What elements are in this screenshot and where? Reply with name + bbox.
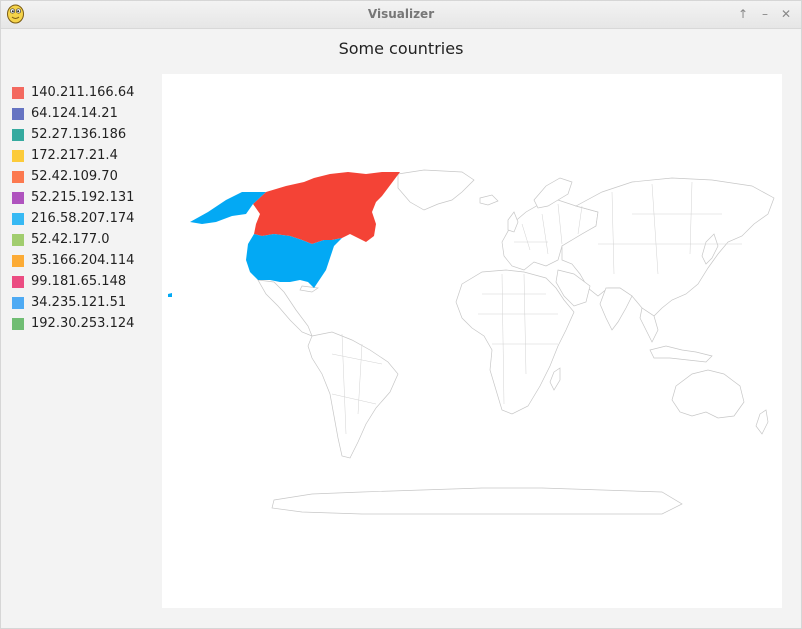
central-america	[257, 279, 313, 337]
asia	[561, 177, 775, 317]
legend-item[interactable]: 34.235.121.51	[12, 292, 158, 313]
legend-label: 35.166.204.114	[31, 253, 135, 268]
legend-swatch	[12, 275, 24, 288]
south-america-borders	[331, 333, 383, 435]
country-united-states[interactable]	[246, 234, 342, 288]
world-map-panel[interactable]	[162, 74, 782, 608]
legend-label: 192.30.253.124	[31, 316, 135, 331]
legend-swatch	[12, 191, 24, 204]
legend-swatch	[12, 170, 24, 183]
legend-swatch	[12, 128, 24, 141]
country-united-states-hawaii[interactable]	[168, 293, 172, 297]
world-map	[168, 169, 775, 515]
legend-swatch	[12, 233, 24, 246]
country-canada[interactable]	[253, 172, 400, 244]
australia	[671, 369, 745, 419]
iceland	[479, 194, 499, 206]
japan	[701, 233, 719, 265]
greenland	[397, 169, 475, 211]
south-america	[307, 331, 399, 459]
legend-label: 172.217.21.4	[31, 148, 118, 163]
legend-label: 52.42.109.70	[31, 169, 118, 184]
legend-label: 34.235.121.51	[31, 295, 127, 310]
indonesia	[649, 345, 713, 363]
maximize-button[interactable]: ↑	[737, 7, 749, 21]
window-title: Visualizer	[367, 7, 435, 21]
legend-label: 99.181.65.148	[31, 274, 127, 289]
legend-swatch	[12, 317, 24, 330]
legend-swatch	[12, 86, 24, 99]
united-kingdom	[507, 211, 519, 233]
legend-label: 140.211.166.64	[31, 85, 135, 100]
legend-item[interactable]: 52.215.192.131	[12, 187, 158, 208]
python-logo-icon	[7, 4, 24, 24]
legend-item[interactable]: 216.58.207.174	[12, 208, 158, 229]
legend-label: 52.42.177.0	[31, 232, 110, 247]
asia-borders	[598, 181, 742, 275]
southeast-asia	[639, 307, 659, 343]
legend-swatch	[12, 107, 24, 120]
india	[599, 287, 633, 331]
legend-item[interactable]: 35.166.204.114	[12, 250, 158, 271]
caribbean	[299, 285, 319, 293]
europe-borders	[514, 203, 583, 255]
country-united-states-alaska[interactable]	[190, 192, 266, 224]
legend-swatch	[12, 149, 24, 162]
legend-item[interactable]: 64.124.14.21	[12, 103, 158, 124]
legend-item[interactable]: 52.42.109.70	[12, 166, 158, 187]
chart-title: Some countries	[338, 39, 464, 58]
legend-item[interactable]: 172.217.21.4	[12, 145, 158, 166]
legend-item[interactable]: 99.181.65.148	[12, 271, 158, 292]
antarctica	[271, 487, 683, 515]
africa	[455, 269, 575, 415]
legend-item[interactable]: 140.211.166.64	[12, 82, 158, 103]
legend-label: 52.215.192.131	[31, 190, 135, 205]
africa-borders	[478, 273, 558, 405]
legend-swatch	[12, 212, 24, 225]
scandinavia	[533, 177, 573, 209]
arabian-peninsula	[555, 269, 591, 307]
legend-label: 64.124.14.21	[31, 106, 118, 121]
legend-label: 216.58.207.174	[31, 211, 135, 226]
minimize-button[interactable]: –	[762, 7, 768, 21]
close-button[interactable]: ✕	[780, 7, 792, 21]
title-bar[interactable]: Visualizer ↑ – ✕	[1, 1, 801, 29]
madagascar	[549, 367, 561, 391]
legend: 140.211.166.64 64.124.14.21 52.27.136.186 1…	[12, 82, 158, 334]
legend-item[interactable]: 192.30.253.124	[12, 313, 158, 334]
legend-swatch	[12, 296, 24, 309]
legend-item[interactable]: 52.42.177.0	[12, 229, 158, 250]
legend-label: 52.27.136.186	[31, 127, 127, 142]
new-zealand	[755, 409, 769, 435]
legend-swatch	[12, 254, 24, 267]
legend-item[interactable]: 52.27.136.186	[12, 124, 158, 145]
